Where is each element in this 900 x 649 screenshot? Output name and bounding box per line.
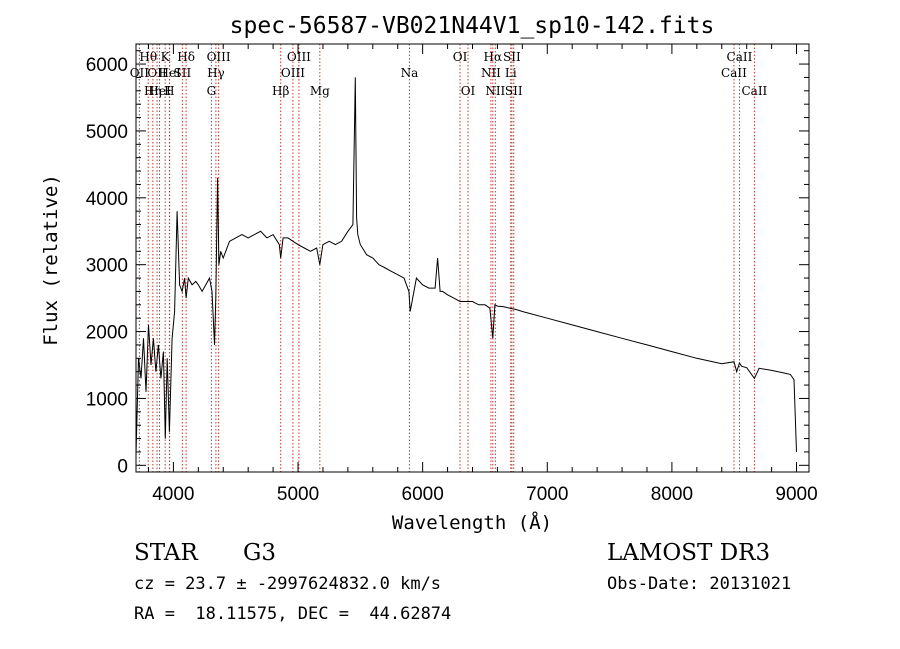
line-label-3: OII — [147, 66, 167, 80]
x-axis-label: Wavelength (Å) — [392, 511, 552, 534]
line-label-0: OII — [130, 66, 150, 80]
y-axis-label: Flux (relative) — [40, 174, 62, 346]
x-tick-label: 9000 — [775, 484, 817, 505]
line-label-20: NII — [481, 66, 501, 80]
x-tick-label: 8000 — [651, 484, 693, 505]
line-label-28: CaII — [741, 84, 767, 98]
ra-dec-coordinates: RA = 18.11575, DEC = 44.62874 — [134, 604, 452, 624]
line-label-6: H — [164, 84, 174, 98]
line-label-8: SII — [174, 66, 192, 80]
x-tick-label: 6000 — [402, 484, 444, 505]
line-label-24: SII — [503, 50, 521, 64]
line-label-10: G — [207, 84, 217, 98]
line-label-9: Hδ — [177, 50, 195, 64]
line-label-13: Hβ — [272, 84, 289, 98]
line-label-1: Hθ — [139, 50, 157, 64]
y-tick-label: 1000 — [86, 389, 128, 410]
x-tick-labels: 4000 5000 6000 7000 8000 9000 — [152, 484, 817, 505]
line-label-17: Na — [401, 66, 419, 80]
y-tick-label: 0 — [117, 456, 128, 477]
line-label-22: NII — [485, 84, 505, 98]
line-label-21: Hα — [484, 50, 503, 64]
line-label-16: Mg — [310, 84, 330, 98]
y-tick-label: 2000 — [86, 323, 128, 344]
line-label-25: SII — [505, 84, 523, 98]
line-label-18: OI — [453, 50, 468, 64]
y-tick-label: 3000 — [86, 256, 128, 277]
line-label-4: HeI — [148, 84, 171, 98]
flux-series-line — [135, 77, 797, 456]
object-class: STAR — [134, 540, 198, 566]
line-label-5: K — [161, 50, 171, 64]
x-tick-label: 7000 — [526, 484, 568, 505]
object-subclass: G3 — [243, 540, 277, 566]
line-label-15: OIII — [287, 50, 311, 64]
line-label-23: Li — [505, 66, 517, 80]
redshift-velocity: cz = 23.7 ± -2997624832.0 km/s — [134, 574, 442, 594]
observation-date: Obs-Date: 20131021 — [607, 574, 792, 594]
spectral-line-markers — [138, 44, 755, 472]
x-tick-label: 4000 — [152, 484, 194, 505]
y-tick-label: 6000 — [86, 55, 128, 76]
spectrum-chart: spec-56587-VB021N44V1_sp10-142.fits OIIH… — [40, 13, 818, 534]
line-label-27: CaII — [727, 50, 753, 64]
survey-name: LAMOST DR3 — [607, 540, 771, 566]
chart-title: spec-56587-VB021N44V1_sp10-142.fits — [230, 13, 715, 39]
axis-ticks — [136, 44, 809, 472]
line-label-26: CaII — [721, 66, 747, 80]
spectral-line-labels: OIIHθHηOIIHeIKHHeISIIHδGHγOIIIHβOIIIOIII… — [130, 50, 768, 98]
line-label-14: OIII — [281, 66, 305, 80]
line-label-19: OI — [461, 84, 476, 98]
x-tick-label: 5000 — [277, 484, 319, 505]
y-tick-label: 5000 — [86, 122, 128, 143]
line-label-12: OIII — [207, 50, 231, 64]
plot-frame — [135, 43, 810, 473]
y-tick-labels: 0 1000 2000 3000 4000 5000 6000 — [86, 55, 128, 477]
line-label-2: Hη — [144, 84, 162, 98]
line-label-11: Hγ — [207, 66, 225, 80]
y-tick-label: 4000 — [86, 189, 128, 210]
line-label-7: HeI — [158, 66, 181, 80]
